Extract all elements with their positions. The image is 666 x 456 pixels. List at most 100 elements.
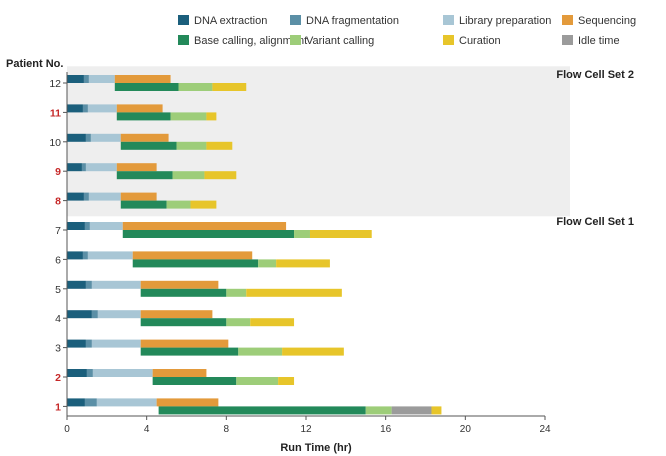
patient-row-10 (67, 133, 233, 150)
bar-segment-variant_calling (166, 200, 191, 209)
patient-row-4 (67, 310, 295, 327)
bar-segment-dna_fragmentation (85, 133, 91, 142)
patient-row-6 (67, 251, 330, 268)
bar-segment-curation (212, 83, 247, 91)
bar-segment-library_preparation (88, 192, 121, 201)
x-tick-label: 8 (224, 424, 230, 435)
x-tick-label: 20 (460, 424, 472, 435)
bar-segment-variant_calling (294, 230, 310, 238)
bar-segment-variant_calling (226, 288, 247, 297)
bar-segment-library_preparation (88, 75, 115, 83)
bar-segment-dna_fragmentation (84, 222, 90, 230)
patient-row-5 (67, 280, 342, 297)
patient-row-2 (67, 369, 295, 385)
bar-segment-sequencing (116, 163, 157, 172)
legend-swatch-sequencing (562, 15, 573, 25)
patient-row-3 (67, 339, 344, 356)
legend-swatch-dna_fragmentation (290, 15, 301, 25)
legend-swatch-base_calling (178, 35, 189, 45)
bar-segment-library_preparation (91, 339, 141, 348)
bar-segment-base_calling (140, 347, 239, 356)
bar-segment-curation (309, 230, 372, 238)
bar-segment-dna_fragmentation (82, 104, 88, 113)
bar-segment-base_calling (122, 230, 295, 238)
bar-segment-base_calling (152, 377, 237, 385)
bar-segment-variant_calling (176, 141, 207, 150)
legend-label-base_calling: Base calling, alignment (194, 35, 307, 47)
legend-swatch-dna_extraction (178, 15, 189, 25)
bar-segment-dna_fragmentation (86, 369, 93, 377)
bar-segment-dna_extraction (67, 398, 85, 407)
bar-segment-dna_fragmentation (81, 163, 86, 172)
axes: 0 4 8 12 16 20 24 12 11 10 9 8 7 6 5 4 3 2 1 (49, 72, 551, 435)
bar-segment-curation (246, 288, 342, 297)
bar-segment-variant_calling (258, 259, 277, 268)
bar-segment-library_preparation (90, 133, 121, 142)
bar-segment-dna_fragmentation (82, 251, 88, 260)
legend-swatch-variant_calling (290, 35, 301, 45)
bar-segment-library_preparation (97, 310, 141, 319)
bar-segment-curation (190, 200, 217, 209)
bar-segment-sequencing (140, 310, 213, 319)
legend-swatch-library_preparation (443, 15, 454, 25)
bar-segment-dna_fragmentation (83, 192, 89, 201)
bar-segment-dna_fragmentation (83, 75, 89, 83)
bar-segment-library_preparation (87, 251, 133, 260)
patient-row-9 (67, 163, 237, 180)
bar-segment-variant_calling (238, 347, 283, 356)
bars (67, 75, 442, 415)
bar-segment-variant_calling (365, 406, 392, 415)
flow-cell-set-label: Flow Cell Set 2 (556, 69, 634, 81)
bar-segment-dna_extraction (67, 251, 83, 260)
legend-label-curation: Curation (459, 35, 501, 47)
patient-row-8 (67, 192, 217, 209)
bar-segment-dna_extraction (67, 339, 86, 348)
patient-label: 5 (55, 284, 61, 296)
bar-segment-variant_calling (236, 377, 279, 385)
bar-segment-sequencing (116, 104, 163, 113)
bar-segment-dna_extraction (67, 104, 83, 113)
x-tick-label: 16 (380, 424, 392, 435)
bar-segment-curation (250, 318, 295, 327)
patient-row-1 (67, 398, 442, 415)
bar-segment-base_calling (114, 83, 179, 91)
bar-segment-sequencing (156, 398, 219, 407)
bar-segment-base_calling (132, 259, 259, 268)
bar-segment-sequencing (122, 222, 287, 230)
x-tick-label: 4 (144, 424, 150, 435)
bar-segment-dna_extraction (67, 133, 86, 142)
patient-label: 2 (55, 372, 61, 384)
patient-label: 10 (49, 137, 61, 149)
patient-label: 1 (55, 401, 61, 413)
bar-segment-dna_fragmentation (85, 280, 92, 289)
y-axis-title: Patient No. (6, 58, 63, 70)
bar-segment-variant_calling (226, 318, 251, 327)
patient-label: 11 (50, 107, 61, 119)
bar-segment-sequencing (132, 251, 253, 260)
bar-segment-sequencing (114, 75, 171, 83)
bar-segment-library_preparation (85, 163, 117, 172)
legend-label-dna_fragmentation: DNA fragmentation (306, 15, 399, 27)
bar-segment-sequencing (140, 339, 229, 348)
x-axis-title: Run Time (hr) (280, 442, 352, 454)
bar-segment-dna_fragmentation (91, 310, 98, 319)
patient-label: 4 (55, 313, 61, 325)
patient-row-12 (67, 75, 247, 91)
bar-segment-dna_fragmentation (84, 398, 97, 407)
bar-segment-base_calling (116, 171, 173, 180)
x-tick-label: 24 (539, 424, 551, 435)
bar-segment-sequencing (120, 133, 169, 142)
bar-segment-dna_fragmentation (85, 339, 92, 348)
x-tick-label: 0 (64, 424, 70, 435)
bar-segment-curation (206, 112, 217, 121)
bar-segment-base_calling (120, 141, 177, 150)
bar-segment-sequencing (120, 192, 157, 201)
legend-label-dna_extraction: DNA extraction (194, 15, 267, 27)
bar-segment-dna_extraction (67, 192, 84, 201)
legend-swatch-idle_time (562, 35, 573, 45)
bar-segment-curation (431, 406, 442, 415)
bar-segment-base_calling (158, 406, 366, 415)
bar-segment-variant_calling (178, 83, 213, 91)
x-tick-label: 12 (300, 424, 312, 435)
